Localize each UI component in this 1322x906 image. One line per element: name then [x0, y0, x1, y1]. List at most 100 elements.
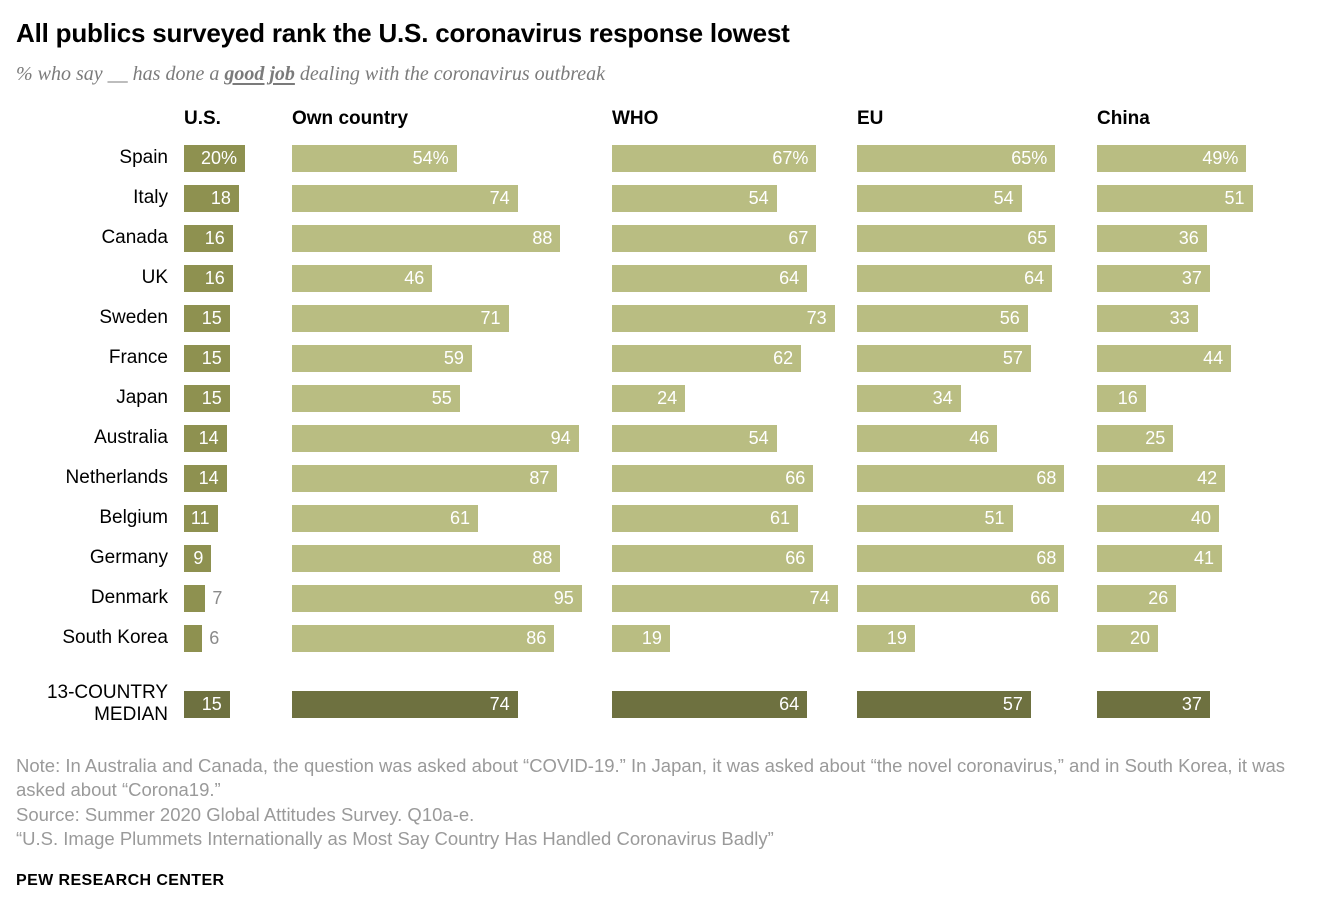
- bar-cell: 46: [292, 264, 612, 292]
- column-header-row: U.S. Own country WHO EU China: [16, 104, 1310, 134]
- chart-row: Germany 9 88 66 68 41: [16, 538, 1310, 578]
- bar-value: 59: [443, 347, 464, 368]
- bar-value: 20: [1129, 627, 1150, 648]
- bar-chart: U.S. Own country WHO EU China Spain 20% 54% 67% 6…: [16, 104, 1312, 725]
- bar-own-country: 61: [292, 504, 479, 532]
- bar-who: 67: [612, 224, 817, 252]
- bar-value-outside: 7: [212, 587, 223, 608]
- bar-who: 66: [612, 544, 814, 572]
- bar-value: 46: [969, 427, 990, 448]
- bar-u-s-: 11: [184, 504, 218, 532]
- chart-row: Netherlands 14 87 66 68 42: [16, 458, 1310, 498]
- bar-cell: 66: [612, 544, 857, 572]
- subtitle-prefix: % who say __ has done a: [16, 63, 225, 85]
- bar-cell: 15: [184, 344, 292, 372]
- bar-cell: 54%: [292, 144, 612, 172]
- bar-cell: 51: [1097, 184, 1312, 212]
- bar-cell: 41: [1097, 544, 1312, 572]
- bar-value: 11: [190, 507, 210, 528]
- bar-cell: 49%: [1097, 144, 1312, 172]
- bar-value: 56: [999, 307, 1020, 328]
- bar-china: 16: [1097, 384, 1146, 412]
- bar-value: 94: [550, 427, 571, 448]
- bar-china: 26: [1097, 584, 1177, 612]
- bar-cell: 86: [292, 624, 612, 652]
- bar-who: 24: [612, 384, 686, 412]
- column-header-eu: EU: [857, 108, 884, 129]
- bar-china: 51: [1097, 184, 1253, 212]
- bar-own-country: 86: [292, 624, 555, 652]
- bar-eu: 56: [857, 304, 1028, 332]
- bar-own-country: 95: [292, 584, 582, 612]
- bar-cell: 33: [1097, 304, 1312, 332]
- bar-cell: 11: [184, 504, 292, 532]
- bar-cell: 87: [292, 464, 612, 492]
- bar-cell: 71: [292, 304, 612, 332]
- bar-cell: 9: [184, 544, 292, 572]
- bar-eu: 34: [857, 384, 961, 412]
- bar-value: 88: [532, 227, 553, 248]
- chart-row: Italy 18 74 54 54 51: [16, 178, 1310, 218]
- bar-own-country: 88: [292, 544, 561, 572]
- bar-value: 33: [1169, 307, 1190, 328]
- bar-value: 71: [480, 307, 501, 328]
- bar-cell: 56: [857, 304, 1097, 332]
- bar-value: 64: [779, 693, 800, 714]
- bar-value: 40: [1190, 507, 1211, 528]
- bar-value: 20%: [200, 147, 237, 168]
- bar-value: 87: [529, 467, 550, 488]
- bar-value: 68: [1036, 467, 1057, 488]
- bar-own-country: 74: [292, 184, 518, 212]
- bar-cell: 65: [857, 224, 1097, 252]
- bar-value: 54%: [412, 147, 449, 168]
- bar-value: 65%: [1011, 147, 1048, 168]
- bar-cell: 64: [857, 264, 1097, 292]
- chart-row: Canada 16 88 67 65 36: [16, 218, 1310, 258]
- report-title-text: “U.S. Image Plummets Internationally as …: [16, 828, 774, 850]
- bar-cell: 19: [612, 624, 857, 652]
- bar-own-country: 71: [292, 304, 509, 332]
- bar-eu: 65: [857, 224, 1056, 252]
- bar-u-s-: 9: [184, 544, 212, 572]
- chart-row: Sweden 15 71 73 56 33: [16, 298, 1310, 338]
- bar-cell: 46: [857, 424, 1097, 452]
- bar-cell: 15: [184, 304, 292, 332]
- page-title: All publics surveyed rank the U.S. coron…: [16, 18, 790, 48]
- bar-value: 16: [1117, 387, 1138, 408]
- bar-value: 61: [450, 507, 471, 528]
- subtitle-emphasis: good job: [224, 63, 295, 85]
- bar-cell: 36: [1097, 224, 1312, 252]
- bar-value: 54: [993, 187, 1014, 208]
- bar-u-s-: 15: [184, 304, 230, 332]
- bar-cell: 74: [612, 584, 857, 612]
- bar-own-country: 59: [292, 344, 472, 372]
- bar-value: 66: [785, 547, 806, 568]
- bar-cell: 54: [857, 184, 1097, 212]
- column-header-china: China: [1097, 108, 1150, 129]
- bar-cell: 66: [857, 584, 1097, 612]
- bar-eu: 57: [857, 344, 1031, 372]
- row-label: Netherlands: [65, 467, 168, 489]
- row-label: Belgium: [99, 507, 168, 529]
- column-header-who: WHO: [612, 108, 659, 129]
- brand-label: PEW RESEARCH CENTER: [16, 871, 225, 889]
- bar-value: 57: [1002, 693, 1023, 714]
- chart-row: Denmark 7 95 74 66 26: [16, 578, 1310, 618]
- bar-eu: 57: [857, 690, 1031, 718]
- bar-value: 41: [1194, 547, 1215, 568]
- column-header-own-country: Own country: [292, 108, 409, 129]
- bar-cell: 55: [292, 384, 612, 412]
- chart-row: Belgium 11 61 61 51 40: [16, 498, 1310, 538]
- bar-cell: 42: [1097, 464, 1312, 492]
- bar-cell: 57: [857, 690, 1097, 718]
- bar-who: 62: [612, 344, 802, 372]
- bar-value: 51: [1224, 187, 1245, 208]
- bar-cell: 57: [857, 344, 1097, 372]
- bar-china: 20: [1097, 624, 1158, 652]
- bar-cell: 68: [857, 464, 1097, 492]
- row-label: Spain: [119, 147, 168, 169]
- bar-cell: 37: [1097, 264, 1312, 292]
- bar-who: 54: [612, 424, 777, 452]
- bar-value: 88: [532, 547, 553, 568]
